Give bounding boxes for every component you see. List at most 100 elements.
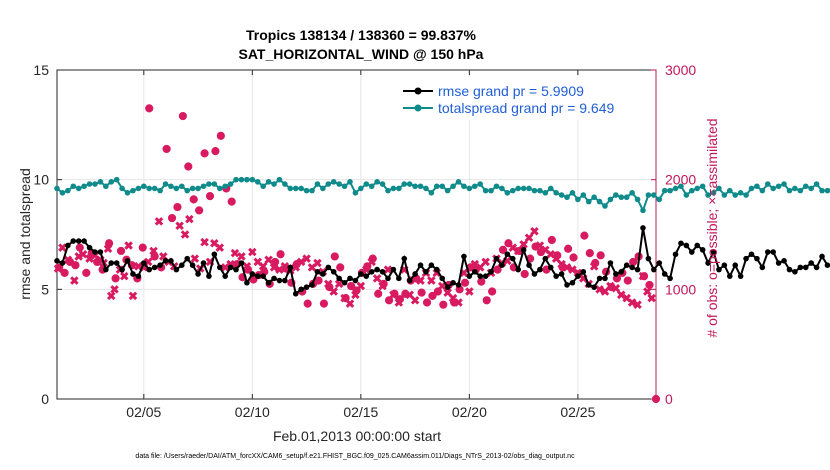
obs-assimilated-stroke [248,247,257,257]
rmse-point [504,251,511,258]
rmse-point [732,262,739,269]
totalspread-point [819,187,825,194]
obs-assimilated-stroke [647,293,656,303]
totalspread-point [330,179,337,185]
totalspread-point [292,185,299,192]
obs-assimilated-stroke [459,268,469,278]
rmse-point [157,262,163,269]
totalspread-point [146,185,153,192]
obs-possible-point [482,296,491,305]
rmse-point [580,268,587,275]
rmse-point [759,264,766,271]
obs-possible-point [243,265,253,274]
obs-possible-point [162,144,171,154]
totalspread-point [526,185,532,192]
totalspread-point [423,185,429,192]
obs-assimilated-stroke [159,252,168,261]
obs-possible-point [346,281,356,291]
totalspread-point [542,190,549,196]
totalspread-point [537,187,543,194]
rmse-point [629,264,635,271]
obs-possible-point [520,269,529,279]
rmse-point [531,271,538,277]
totalspread-point [271,181,277,187]
rmse-point [434,266,440,273]
totalspread-point [802,183,809,190]
chart-title-line2: SAT_HORIZONTAL_WIND @ 150 hPa [239,46,484,62]
totalspread-point [618,194,625,201]
obs-assimilated-stroke [275,265,284,274]
totalspread-point [732,192,739,198]
obs-possible-point [71,261,80,270]
obs-possible-point [330,252,339,261]
obs-possible-point [167,213,177,223]
obs-possible-point [319,299,329,308]
totalspread-point [531,187,538,194]
rmse-point [428,262,435,269]
obs-assimilated-stroke [124,241,133,250]
rmse-point [206,273,212,279]
totalspread-point [477,181,484,187]
footer-data-file: data file: /Users/raeder/DAI/ATM_forcXX/… [135,453,575,460]
x-tick-label: 02/10 [235,404,270,420]
obs-assimilated-point [215,243,225,252]
totalspread-point [86,181,93,187]
obs-assimilated-stroke [383,265,393,274]
totalspread-point [206,181,212,187]
totalspread-point [265,179,272,185]
rmse-point [368,268,375,275]
totalspread-point [222,183,228,190]
rmse-point [65,242,71,249]
rmse-point [808,260,814,266]
obs-possible-point [569,253,578,262]
totalspread-point [716,185,722,192]
obs-possible-point [116,246,126,256]
rmse-point [287,264,294,271]
rmse-point [743,255,749,262]
obs-assimilated-stroke [416,276,425,285]
obs-possible-point [629,257,638,267]
rmse-point [254,273,261,279]
totalspread-point [119,185,125,192]
obs-assimilated-point [237,252,246,261]
rmse-point [439,275,446,282]
totalspread-point [81,183,87,190]
rmse-point [119,266,125,273]
obs-assimilated-stroke [220,263,230,272]
rmse-point [748,251,755,258]
totalspread-point [520,185,527,192]
obs-assimilated-stroke [372,274,382,283]
obs-possible-point [645,280,654,290]
rmse-point [325,264,332,271]
rmse-point [135,273,142,279]
totalspread-point [168,183,174,190]
obs-possible-point [341,294,350,303]
y-right-axis-ticks: 0 1000 2000 3000 [651,62,696,407]
totalspread-point [97,179,104,185]
obs-possible-point [325,283,334,292]
obs-possible-point [184,162,193,171]
rmse-point [607,260,614,266]
obs-assimilated-stroke [443,288,452,297]
totalspread-point [298,185,304,192]
rmse-point [423,268,429,275]
totalspread-point [347,179,353,185]
rmse-point [482,273,489,279]
rmse-point [520,247,527,253]
rmse-series [54,225,830,297]
legend-rmse-marker [414,87,422,95]
totalspread-point [471,183,478,190]
obs-assimilated-point [110,285,119,294]
obs-possible-point [93,257,102,267]
obs-possible-point [390,289,399,298]
totalspread-point [792,185,798,192]
obs-assimilated-stroke [546,249,556,259]
rmse-point [282,277,288,284]
obs-assimilated-stroke [58,243,67,252]
totalspread-point [282,181,288,187]
rmse-point [694,242,701,249]
totalspread-point [683,192,690,198]
totalspread-point [417,183,424,190]
rmse-point [347,275,353,282]
totalspread-point [406,181,413,187]
